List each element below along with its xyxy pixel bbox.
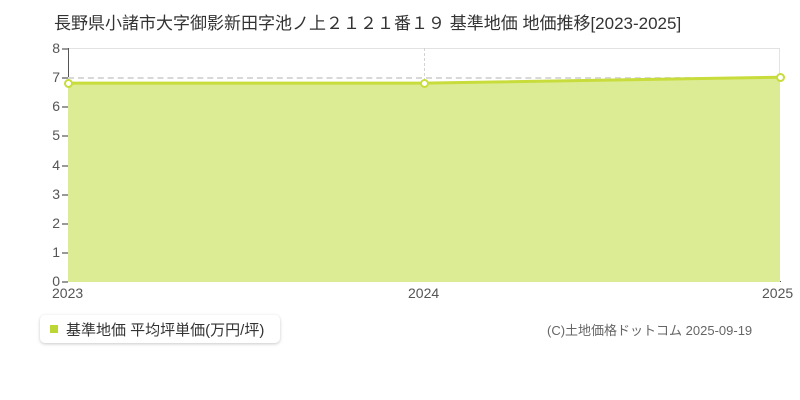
ytick-0 xyxy=(62,281,68,283)
ytick-label-3: 3 xyxy=(52,186,60,202)
ytick-2 xyxy=(62,223,68,225)
ytick-label-6: 6 xyxy=(52,98,60,114)
ytick-8 xyxy=(62,48,68,50)
xtick-label-2025: 2025 xyxy=(762,285,794,301)
ytick-label-1: 1 xyxy=(52,244,60,260)
ytick-4 xyxy=(62,165,68,167)
ytick-label-2: 2 xyxy=(52,215,60,231)
legend[interactable]: 基準地価 平均坪単価(万円/坪) xyxy=(40,315,281,343)
ytick-label-5: 5 xyxy=(52,127,60,143)
series-area-fill xyxy=(68,77,780,282)
data-point-2023[interactable] xyxy=(63,78,73,88)
ytick-label-4: 4 xyxy=(52,157,60,173)
ytick-label-7: 7 xyxy=(52,69,60,85)
chart-title: 長野県小諸市大字御影新田字池ノ上２１２１番１９ 基準地価 地価推移[2023-2… xyxy=(54,14,682,33)
ytick-1 xyxy=(62,252,68,254)
legend-label: 基準地価 平均坪単価(万円/坪) xyxy=(66,321,265,339)
ytick-5 xyxy=(62,135,68,137)
data-point-2024[interactable] xyxy=(419,78,429,88)
legend-swatch-icon xyxy=(50,325,58,333)
ytick-label-0: 0 xyxy=(52,273,60,289)
ytick-label-8: 8 xyxy=(52,40,60,56)
ytick-3 xyxy=(62,194,68,196)
ytick-6 xyxy=(62,106,68,108)
data-point-2025[interactable] xyxy=(775,72,785,82)
copyright-credit: (C)土地価格ドットコム 2025-09-19 xyxy=(547,323,753,338)
y-axis-labels: 8 7 6 5 4 3 2 1 0 xyxy=(18,0,60,400)
xtick-label-2023: 2023 xyxy=(52,285,84,301)
xtick-label-2024: 2024 xyxy=(408,285,440,301)
ytick-7 xyxy=(62,77,68,79)
